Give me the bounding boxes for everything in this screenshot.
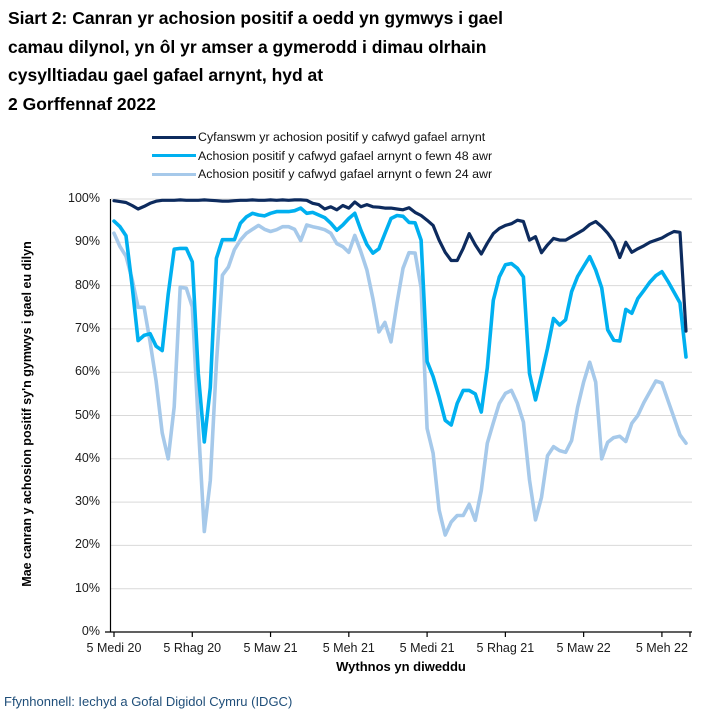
legend-label: Achosion positif y cafwyd gafael arnynt … bbox=[198, 167, 493, 182]
x-axis-title: Wythnos yn diweddu bbox=[336, 659, 466, 674]
y-tick-label: 10% bbox=[74, 580, 100, 595]
footer-source: Ffynhonnell: Iechyd a Gofal Digidol Cymr… bbox=[4, 694, 293, 709]
y-tick-label: 50% bbox=[74, 407, 100, 422]
axes bbox=[105, 199, 692, 637]
x-tick-label: 5 Medi 21 bbox=[399, 641, 455, 655]
y-tick-label: 0% bbox=[81, 624, 100, 638]
legend-line-sample-icon bbox=[152, 135, 196, 139]
legend-label: Achosion positif y cafwyd gafael arnynt … bbox=[198, 148, 493, 163]
y-tick-label: 90% bbox=[74, 234, 100, 249]
y-tick-label: 100% bbox=[68, 191, 100, 205]
legend-item: Cyfanswm yr achosion positif y cafwyd ga… bbox=[152, 128, 492, 147]
x-tick-label: 5 Meh 22 bbox=[635, 641, 688, 655]
series-lines bbox=[112, 198, 688, 537]
y-axis-title: Mae canran y achosion positif sy'n gymwy… bbox=[20, 241, 34, 587]
y-tick-label: 40% bbox=[74, 450, 100, 465]
x-tick-label: 5 Rhag 20 bbox=[163, 641, 222, 655]
x-tick-label: 5 Meh 21 bbox=[322, 641, 375, 655]
y-tick-label: 70% bbox=[74, 320, 100, 335]
legend-line-sample-icon bbox=[152, 172, 196, 176]
legend: Cyfanswm yr achosion positif y cafwyd ga… bbox=[152, 128, 492, 184]
x-tick-label: 5 Maw 22 bbox=[556, 641, 611, 655]
legend-line-sample-icon bbox=[152, 154, 196, 158]
x-tick-label: 5 Rhag 21 bbox=[476, 641, 535, 655]
chart-title: Siart 2: Canran yr achosion positif a oe… bbox=[8, 8, 503, 114]
legend-item: Achosion positif y cafwyd gafael arnynt … bbox=[152, 147, 492, 166]
y-tick-label: 30% bbox=[74, 494, 100, 509]
x-tick-label: 5 Medi 20 bbox=[86, 641, 142, 655]
y-tick-label: 20% bbox=[74, 537, 100, 552]
legend-label: Cyfanswm yr achosion positif y cafwyd ga… bbox=[198, 130, 486, 145]
legend-item: Achosion positif y cafwyd gafael arnynt … bbox=[152, 165, 492, 184]
y-tick-label: 80% bbox=[74, 277, 100, 292]
x-tick-label: 5 Maw 21 bbox=[243, 641, 298, 655]
y-tick-label: 60% bbox=[74, 364, 100, 379]
